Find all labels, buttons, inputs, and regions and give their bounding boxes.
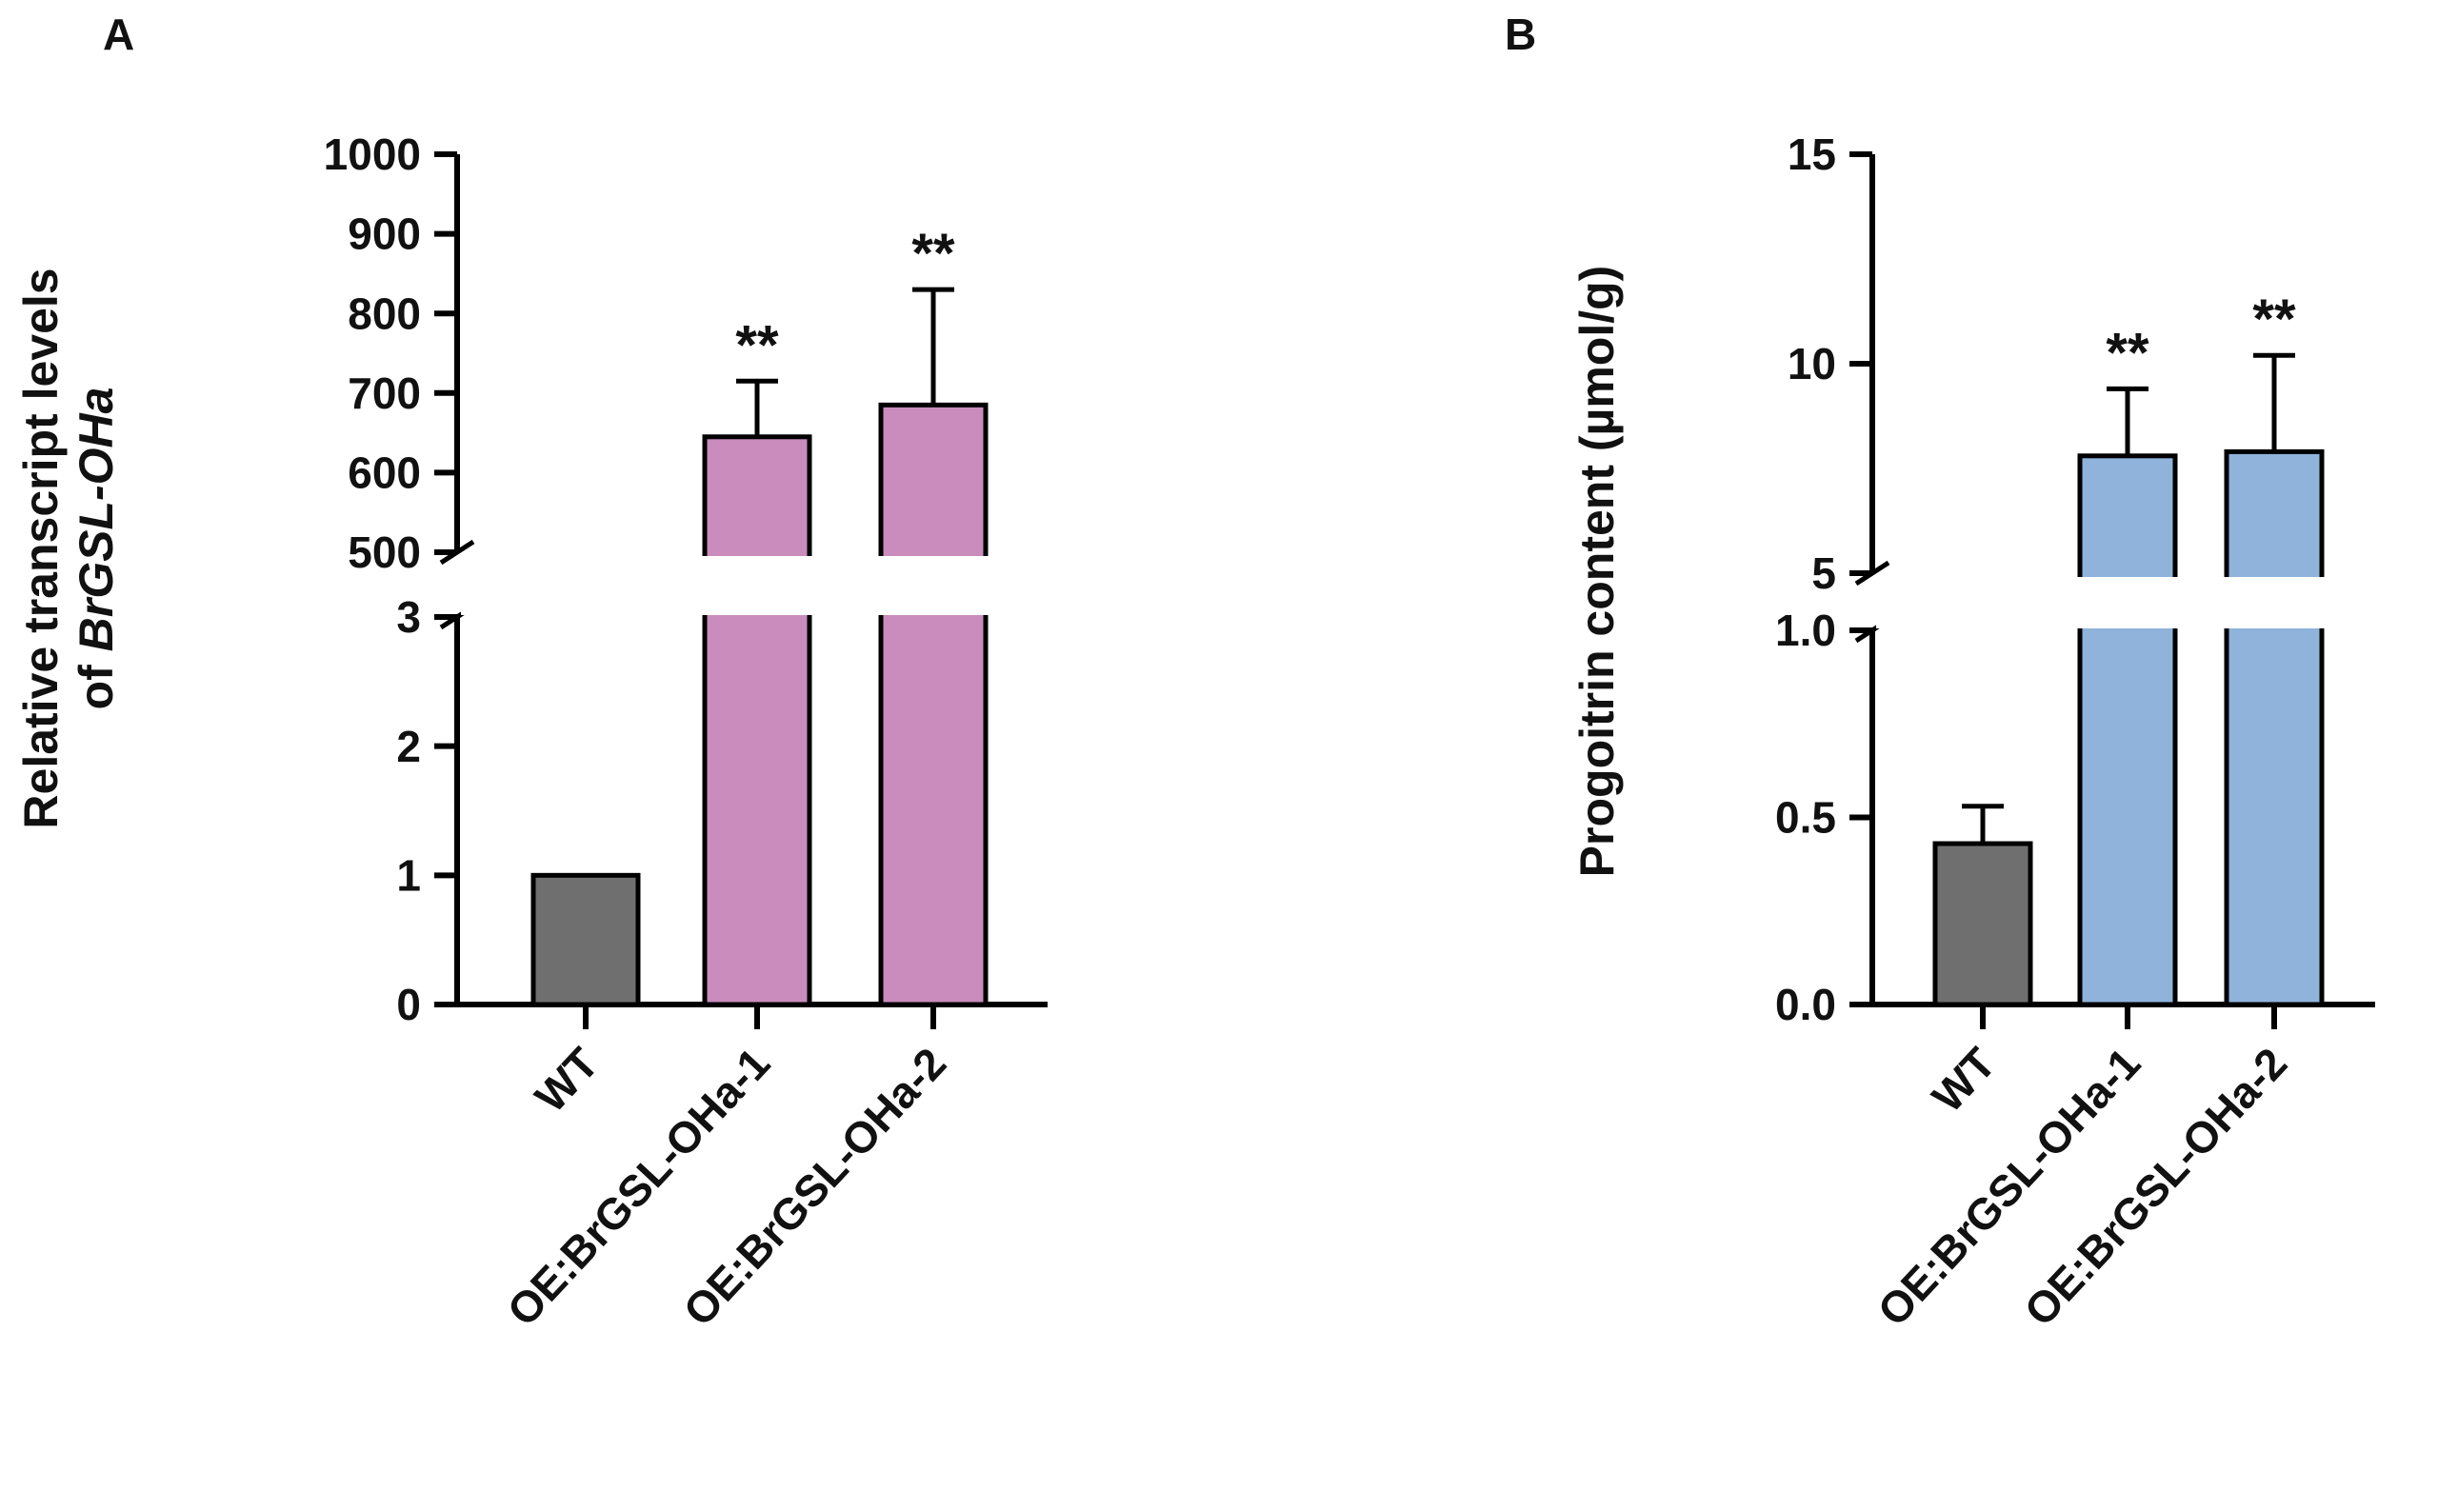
y-tick-label: 10: [1788, 339, 1836, 388]
y-axis-title-segment: Progoitrin content (µmol/g): [1570, 266, 1624, 878]
bar-WT: [530, 872, 641, 1007]
y-axis-title-segment: Relative transcript levels: [14, 268, 68, 828]
bar-OE:BrGSL-OHa-2: [2224, 448, 2325, 1007]
y-axis-title: of BrGSL-OHa: [70, 388, 123, 710]
y-tick-label: 15: [1788, 129, 1836, 179]
y-tick-label: 0.0: [1775, 980, 1836, 1029]
x-tick-label: OE:BrGSL-OHa-2: [2014, 1038, 2296, 1335]
y-axis-title-segment: BrGSL-OHa: [70, 388, 123, 652]
bar-WT: [1932, 841, 2033, 1007]
significance-label: **: [2106, 322, 2149, 384]
significance-label: **: [735, 314, 779, 376]
panel-label: A: [103, 10, 134, 59]
x-tick-label: OE:BrGSL-OHa-1: [1868, 1038, 2149, 1335]
y-axis-title-segment: of: [70, 651, 123, 709]
axis-break-band: [1876, 577, 2375, 628]
y-tick-label: 1: [396, 850, 421, 900]
y-tick-label: 800: [348, 288, 421, 338]
bar-OE:BrGSL-OHa-2: [878, 402, 989, 1007]
y-tick-label: 0: [396, 980, 421, 1029]
bar-OE:BrGSL-OHa-1: [702, 434, 812, 1007]
y-tick-label: 2: [396, 722, 421, 771]
significance-label: **: [911, 223, 955, 285]
y-axis-title: Progoitrin content (µmol/g): [1570, 266, 1624, 878]
y-axis-title: Relative transcript levels: [14, 268, 68, 828]
y-tick-label: 5: [1811, 548, 1836, 598]
y-tick-label: 1000: [324, 129, 421, 179]
y-tick-label: 700: [348, 368, 421, 418]
x-tick-label: WT: [526, 1038, 609, 1122]
panel-label: B: [1505, 10, 1536, 59]
y-tick-label: 600: [348, 448, 421, 498]
y-tick-label: 500: [348, 527, 421, 577]
panel-b-chart: B Progoitrin content (µmol/g) 0.0 0.5 1.0 5 10…: [1505, 10, 2375, 1335]
significance-label: **: [2252, 288, 2296, 350]
y-tick-label: 3: [396, 592, 421, 642]
axis-break-band: [461, 556, 1048, 615]
y-tick-label: 900: [348, 209, 421, 259]
y-tick-label: 0.5: [1775, 793, 1836, 843]
x-tick-label: WT: [1923, 1038, 2006, 1122]
bar-OE:BrGSL-OHa-1: [2077, 453, 2178, 1007]
panel-a-chart: A Relative transcript levels of BrGSL-OHa 0…: [14, 10, 1048, 1335]
y-tick-label: 1.0: [1775, 606, 1836, 655]
